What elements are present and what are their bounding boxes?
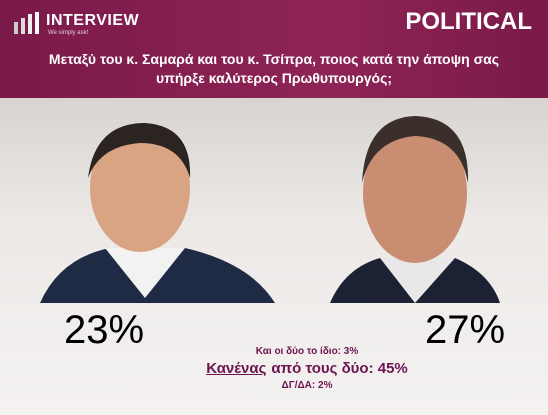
neither-rest: από τους δύο: 45% <box>271 360 408 377</box>
neither-result: Κανένας από τους δύο: 45% <box>200 360 414 377</box>
both-result: Και οι δύο το ίδιο: 3% <box>255 346 359 357</box>
logo-icon <box>14 12 39 34</box>
dk-result: ΔΓ/ΔΑ: 2% <box>281 380 333 391</box>
right-percent: 27% <box>425 308 506 352</box>
photos <box>40 116 500 303</box>
logo: INTERVIEW <box>46 12 140 29</box>
right-person <box>330 116 500 303</box>
left-person <box>40 123 275 303</box>
question: Μεταξύ του κ. Σαμαρά και του κ. Τσίπρα, … <box>48 51 500 86</box>
tagline: We simply ask! <box>48 30 89 36</box>
header: INTERVIEW We simply ask! POLITICAL Μεταξ… <box>0 0 548 98</box>
neither-word: Κανένας <box>206 360 267 377</box>
section-label: POLITICAL <box>405 8 532 35</box>
left-percent: 23% <box>64 308 145 352</box>
